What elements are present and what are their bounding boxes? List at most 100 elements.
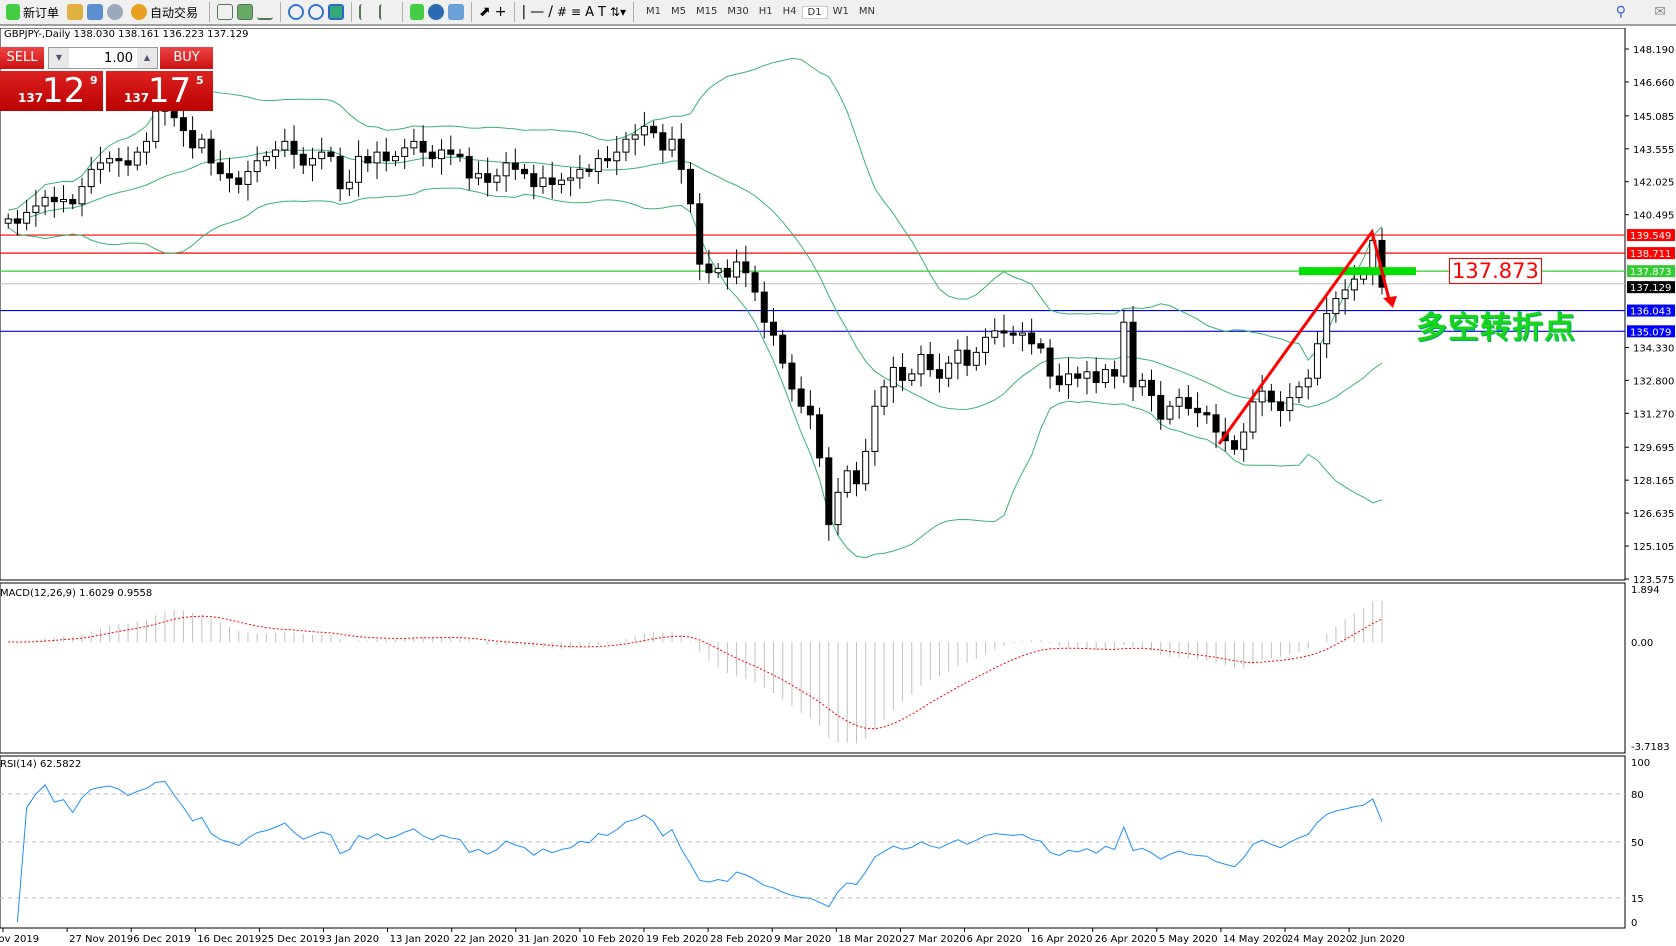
chart-shift-icon[interactable] [379, 4, 395, 20]
templates-icon[interactable] [448, 4, 465, 20]
candle-bear [963, 349, 971, 366]
navigator-icon[interactable] [87, 4, 104, 20]
timeframe-h1[interactable]: H1 [758, 5, 773, 17]
lot-increase-button[interactable]: ▲ [137, 48, 157, 68]
horizontal-line-icon[interactable]: — [530, 4, 545, 20]
bar-chart-icon[interactable] [217, 4, 234, 20]
candle-bull [1083, 371, 1091, 379]
timeframe-m5[interactable]: M5 [671, 5, 686, 17]
date-label: 19 Feb 2020 [646, 934, 708, 945]
timeframe-w1[interactable]: W1 [832, 5, 849, 17]
chat-icon[interactable]: ✉ [1654, 4, 1666, 20]
timeframe-m1[interactable]: M1 [646, 5, 661, 17]
auto-scroll-icon[interactable] [359, 4, 375, 20]
auto-trading-button[interactable]: 自动交易 [127, 1, 202, 23]
candle-bull [871, 405, 879, 452]
lot-decrease-button[interactable]: ▼ [49, 48, 69, 68]
candle-bear [1074, 373, 1082, 379]
rsi-axis-label: 15 [1631, 894, 1644, 905]
arrow-head-icon [1383, 296, 1397, 308]
market-watch-icon[interactable] [67, 4, 84, 20]
cursor-icon[interactable]: ⬈ [479, 4, 491, 20]
sell-button[interactable]: SELL [0, 47, 44, 69]
crosshair-icon[interactable]: + [494, 4, 507, 20]
price-line-label: 136.043 [1630, 307, 1671, 318]
equidistant-channel-icon[interactable]: # [556, 5, 567, 19]
trendline-icon[interactable]: / [548, 4, 553, 20]
candlestick-icon[interactable] [237, 4, 254, 20]
timeframe-mn[interactable]: MN [858, 5, 875, 17]
periods-icon[interactable] [428, 4, 445, 20]
candle-bull [991, 330, 999, 338]
candle-bear [797, 388, 805, 407]
date-label: 18 Mar 2020 [838, 934, 901, 945]
timeframe-m15[interactable]: M15 [696, 5, 718, 17]
level-price-label[interactable]: 137.873 [1449, 258, 1542, 284]
vertical-line-icon[interactable]: | [521, 4, 527, 20]
rsi-line [16, 780, 1383, 923]
timeframe-h4[interactable]: H4 [782, 5, 797, 17]
candle-bear [1203, 412, 1211, 416]
line-chart-icon[interactable] [257, 4, 274, 20]
buy-button[interactable]: BUY [160, 47, 213, 69]
candle-bull [32, 205, 40, 213]
candle-bull [557, 179, 565, 185]
zoom-in-icon[interactable] [288, 4, 305, 20]
tile-windows-icon[interactable] [328, 4, 345, 20]
text-icon[interactable]: A [585, 4, 594, 20]
candle-bear [1000, 330, 1008, 334]
date-label: 5 May 2020 [1159, 934, 1218, 945]
arrows-icon[interactable]: ⇅▾ [609, 5, 626, 19]
reversal-point-annotation[interactable]: 多空转折点 [1416, 310, 1576, 346]
candle-bull [198, 138, 206, 149]
bollinger-lower [7, 187, 1383, 559]
price-line-label: 137.129 [1630, 283, 1671, 294]
separator [513, 2, 515, 22]
candle-bull [96, 162, 104, 170]
search-icon[interactable]: ⚲ [1615, 4, 1626, 20]
main-pane [0, 28, 1626, 581]
timeframe-m30[interactable]: M30 [727, 5, 749, 17]
chart-area[interactable]: 148.190 146.660 145.085 143.555 142.025 140.4… [0, 28, 1676, 946]
timeframe-d1[interactable]: D1 [801, 5, 828, 19]
candle-bear [585, 168, 593, 173]
candle-bear [604, 158, 612, 162]
date-label: 31 Jan 2020 [518, 934, 578, 945]
date-label: 6 Apr 2020 [967, 934, 1022, 945]
candle-bear [659, 132, 667, 151]
candle-bull [576, 168, 584, 179]
date-label: 16 Apr 2020 [1031, 934, 1093, 945]
candle-bull [391, 155, 399, 162]
zoom-out-icon[interactable] [308, 4, 325, 20]
candle-bear [806, 405, 814, 416]
sell-price[interactable]: 137 12 9 [0, 71, 103, 111]
candle-bear [696, 203, 704, 265]
candle-bull [567, 177, 575, 181]
candle-bear [926, 354, 934, 371]
fibonacci-icon[interactable]: ≡ [571, 5, 582, 19]
candle-bull [880, 386, 888, 407]
price-tick-label: 143.555 [1633, 145, 1674, 156]
buy-price[interactable]: 137 17 5 [106, 71, 213, 111]
date-label: 22 Jan 2020 [454, 934, 514, 945]
price-tick-label: 129.695 [1633, 443, 1674, 454]
candle-bear [226, 173, 233, 179]
candle-bull [714, 267, 722, 274]
new-order-button[interactable]: 新订单 [2, 1, 63, 23]
date-label: 16 Dec 2019 [197, 934, 261, 945]
candle-bull [613, 151, 621, 162]
separator [280, 2, 282, 22]
candle-bear [1055, 375, 1063, 386]
candle-bull [133, 151, 141, 166]
candle-bear [235, 177, 243, 185]
signals-icon[interactable] [107, 4, 124, 20]
indicators-icon[interactable] [410, 4, 425, 20]
candle-bull [594, 158, 602, 173]
candle-bull [78, 186, 86, 205]
candle-bear [484, 173, 492, 183]
candle-bear [179, 117, 187, 132]
text-label-icon[interactable]: T [597, 4, 606, 20]
lot-input[interactable] [69, 48, 137, 68]
candle-bear [852, 470, 860, 485]
candle-bull [1138, 379, 1146, 388]
